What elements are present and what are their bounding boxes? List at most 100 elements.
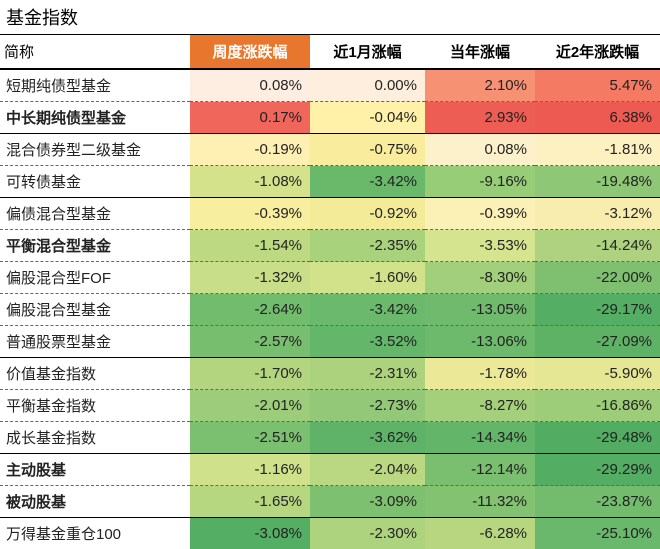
cell-value: -29.29% [535,454,660,486]
col-header-name: 简称 [0,35,190,70]
cell-value: -23.87% [535,486,660,518]
table-title-row: 基金指数 [0,0,660,35]
cell-value: -1.78% [425,358,535,390]
table-row: 中长期纯债型基金0.17%-0.04%2.93%6.38% [0,102,660,134]
cell-value: -14.34% [425,422,535,454]
table-row: 被动股基-1.65%-3.09%-11.32%-23.87% [0,486,660,518]
row-name: 主动股基 [0,454,190,486]
table-row: 成长基金指数-2.51%-3.62%-14.34%-29.48% [0,422,660,454]
table-header-row: 简称周度涨跌幅近1月涨幅当年涨幅近2年涨跌幅 [0,35,660,70]
table-row: 主动股基-1.16%-2.04%-12.14%-29.29% [0,454,660,486]
cell-value: -14.24% [535,230,660,262]
col-header: 近2年涨跌幅 [535,35,660,70]
cell-value: -1.60% [310,262,425,294]
row-name: 短期纯债型基金 [0,69,190,102]
row-name: 偏债混合型基金 [0,198,190,230]
table-row: 价值基金指数-1.70%-2.31%-1.78%-5.90% [0,358,660,390]
table-title: 基金指数 [0,0,660,35]
cell-value: 0.17% [190,102,310,134]
fund-index-table: 基金指数 简称周度涨跌幅近1月涨幅当年涨幅近2年涨跌幅 短期纯债型基金0.08%… [0,0,660,549]
cell-value: -0.39% [425,198,535,230]
row-name: 混合债券型二级基金 [0,134,190,166]
cell-value: -13.05% [425,294,535,326]
table-row: 可转债基金-1.08%-3.42%-9.16%-19.48% [0,166,660,198]
table-row: 普通股票型基金-2.57%-3.52%-13.06%-27.09% [0,326,660,358]
cell-value: -3.09% [310,486,425,518]
table-row: 短期纯债型基金0.08%0.00%2.10%5.47% [0,69,660,102]
cell-value: -1.65% [190,486,310,518]
row-name: 价值基金指数 [0,358,190,390]
cell-value: -1.32% [190,262,310,294]
row-name: 偏股混合型基金 [0,294,190,326]
cell-value: -12.14% [425,454,535,486]
cell-value: -8.27% [425,390,535,422]
row-name: 平衡混合型基金 [0,230,190,262]
table-row: 偏股混合型FOF-1.32%-1.60%-8.30%-22.00% [0,262,660,294]
table-body: 短期纯债型基金0.08%0.00%2.10%5.47%中长期纯债型基金0.17%… [0,69,660,549]
row-name: 成长基金指数 [0,422,190,454]
cell-value: -11.32% [425,486,535,518]
cell-value: -1.54% [190,230,310,262]
cell-value: -2.57% [190,326,310,358]
row-name: 普通股票型基金 [0,326,190,358]
table-row: 偏债混合型基金-0.39%-0.92%-0.39%-3.12% [0,198,660,230]
cell-value: 6.38% [535,102,660,134]
col-header: 周度涨跌幅 [190,35,310,70]
cell-value: 2.93% [425,102,535,134]
cell-value: -22.00% [535,262,660,294]
cell-value: -3.53% [425,230,535,262]
cell-value: -1.08% [190,166,310,198]
table-row: 万得基金重仓100-3.08%-2.30%-6.28%-25.10% [0,518,660,549]
cell-value: 0.08% [425,134,535,166]
cell-value: -3.12% [535,198,660,230]
cell-value: -0.19% [190,134,310,166]
cell-value: 5.47% [535,69,660,102]
cell-value: -0.04% [310,102,425,134]
cell-value: -1.81% [535,134,660,166]
cell-value: -3.62% [310,422,425,454]
table-row: 偏股混合型基金-2.64%-3.42%-13.05%-29.17% [0,294,660,326]
cell-value: -2.30% [310,518,425,549]
cell-value: -2.31% [310,358,425,390]
table-row: 混合债券型二级基金-0.19%-0.75%0.08%-1.81% [0,134,660,166]
row-name: 平衡基金指数 [0,390,190,422]
cell-value: -3.42% [310,166,425,198]
cell-value: -2.51% [190,422,310,454]
row-name: 中长期纯债型基金 [0,102,190,134]
cell-value: -25.10% [535,518,660,549]
cell-value: -0.39% [190,198,310,230]
cell-value: -3.52% [310,326,425,358]
cell-value: -5.90% [535,358,660,390]
cell-value: -2.04% [310,454,425,486]
cell-value: -2.64% [190,294,310,326]
cell-value: -0.92% [310,198,425,230]
cell-value: -29.17% [535,294,660,326]
cell-value: -19.48% [535,166,660,198]
cell-value: 0.08% [190,69,310,102]
cell-value: -13.06% [425,326,535,358]
cell-value: 0.00% [310,69,425,102]
row-name: 偏股混合型FOF [0,262,190,294]
cell-value: 2.10% [425,69,535,102]
col-header: 近1月涨幅 [310,35,425,70]
row-name: 被动股基 [0,486,190,518]
table-row: 平衡基金指数-2.01%-2.73%-8.27%-16.86% [0,390,660,422]
table-row: 平衡混合型基金-1.54%-2.35%-3.53%-14.24% [0,230,660,262]
cell-value: -29.48% [535,422,660,454]
row-name: 可转债基金 [0,166,190,198]
cell-value: -1.70% [190,358,310,390]
cell-value: -2.35% [310,230,425,262]
row-name: 万得基金重仓100 [0,518,190,549]
cell-value: -8.30% [425,262,535,294]
cell-value: -1.16% [190,454,310,486]
cell-value: -2.01% [190,390,310,422]
cell-value: -3.42% [310,294,425,326]
cell-value: -9.16% [425,166,535,198]
cell-value: -27.09% [535,326,660,358]
cell-value: -0.75% [310,134,425,166]
cell-value: -16.86% [535,390,660,422]
cell-value: -6.28% [425,518,535,549]
col-header: 当年涨幅 [425,35,535,70]
cell-value: -3.08% [190,518,310,549]
cell-value: -2.73% [310,390,425,422]
